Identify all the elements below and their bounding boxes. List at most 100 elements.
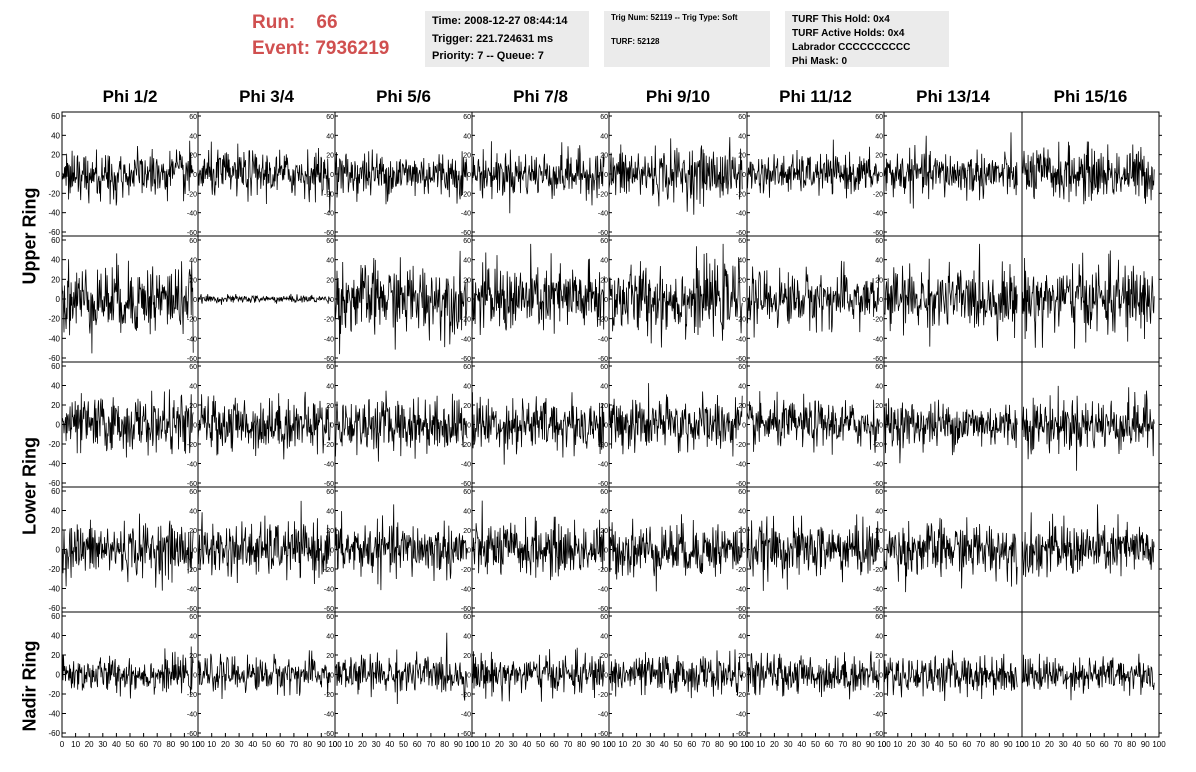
x-tick-label: 100: [877, 740, 891, 749]
y-tick-label: -40: [736, 462, 746, 469]
y-tick-label: 40: [463, 509, 471, 516]
y-tick-label: -60: [461, 606, 471, 613]
y-tick-label: 0: [879, 172, 883, 179]
waveform-trace: [1021, 250, 1155, 349]
waveform-trace: [61, 253, 194, 354]
y-tick-label: 20: [875, 153, 883, 160]
panel-frame: [471, 361, 610, 488]
y-tick-label: -60: [736, 356, 746, 363]
y-tick-label: 40: [600, 634, 608, 641]
y-tick-label: 40: [189, 634, 197, 641]
x-tick-label: 90: [866, 740, 875, 749]
waveform-trace: [746, 514, 880, 591]
y-tick-label: 20: [600, 653, 608, 660]
x-tick-label: 30: [1059, 740, 1068, 749]
y-tick-label: -40: [598, 336, 608, 343]
y-tick-label: 40: [738, 133, 746, 140]
y-tick-label: 20: [189, 653, 197, 660]
waveform-trace: [1021, 385, 1155, 471]
x-tick-label: 40: [112, 740, 121, 749]
y-tick-label: -40: [324, 336, 334, 343]
y-tick-label: 40: [189, 384, 197, 391]
x-tick-label: 20: [1045, 740, 1054, 749]
x-tick-label: 30: [509, 740, 518, 749]
y-tick-label: 20: [189, 277, 197, 284]
x-tick-label: 40: [522, 740, 531, 749]
y-tick-label: 60: [51, 112, 60, 121]
x-tick-label: 30: [784, 740, 793, 749]
y-tick-label: 60: [875, 114, 883, 121]
y-tick-label: -20: [461, 567, 471, 574]
y-tick-label: 60: [51, 487, 60, 496]
y-tick-label: 60: [189, 114, 197, 121]
y-tick-label: -20: [873, 692, 883, 699]
y-tick-label: -60: [461, 731, 471, 738]
x-tick-label: 0: [882, 740, 887, 749]
waveform-trace: [608, 137, 743, 215]
waveform-trace: [1021, 141, 1155, 205]
x-tick-label: 40: [248, 740, 257, 749]
y-tick-label: 20: [875, 653, 883, 660]
trigger-info-box: Trig Num: 52119 -- Trig Type: Soft TURF:…: [604, 11, 770, 67]
y-tick-label: 60: [738, 614, 746, 621]
x-tick-label: 30: [646, 740, 655, 749]
x-tick-label: 90: [180, 740, 189, 749]
x-tick-label: 100: [602, 740, 616, 749]
x-tick-label: 0: [333, 740, 338, 749]
y-tick-label: -40: [461, 211, 471, 218]
y-tick-label: 40: [600, 258, 608, 265]
waveform-trace: [608, 514, 743, 592]
y-tick-label: 0: [467, 172, 471, 179]
y-tick-label: -20: [736, 317, 746, 324]
y-tick-label: 0: [467, 297, 471, 304]
x-tick-label: 10: [481, 740, 490, 749]
labrador-line: Labrador CCCCCCCCCC: [792, 42, 911, 53]
x-tick-label: 60: [1100, 740, 1109, 749]
priority-line: Priority: 7 -- Queue: 7: [432, 50, 544, 62]
y-tick-label: 0: [879, 423, 883, 430]
y-tick-label: -20: [187, 317, 197, 324]
y-tick-label: -20: [324, 442, 334, 449]
column-header-phi-7-8: Phi 7/8: [513, 87, 568, 106]
x-tick-label: 70: [976, 740, 985, 749]
x-tick-label: 20: [221, 740, 230, 749]
x-tick-label: 70: [426, 740, 435, 749]
y-tick-label: -60: [873, 606, 883, 613]
y-tick-label: 60: [326, 614, 334, 621]
x-tick-label: 60: [276, 740, 285, 749]
x-tick-label: 100: [740, 740, 754, 749]
column-header-phi-3-4: Phi 3/4: [239, 87, 294, 106]
y-tick-label: -40: [598, 712, 608, 719]
y-tick-label: 40: [189, 509, 197, 516]
y-tick-label: -60: [324, 731, 334, 738]
y-tick-label: -40: [48, 460, 60, 469]
y-tick-label: 40: [326, 634, 334, 641]
y-tick-label: 40: [738, 509, 746, 516]
y-tick-label: 0: [604, 423, 608, 430]
y-tick-label: -40: [598, 211, 608, 218]
y-tick-label: 40: [600, 133, 608, 140]
x-tick-label: 100: [328, 740, 342, 749]
waveform-trace: [334, 632, 468, 705]
y-tick-label: 40: [326, 384, 334, 391]
y-tick-label: 20: [463, 528, 471, 535]
x-tick-label: 80: [303, 740, 312, 749]
y-tick-label: 0: [193, 172, 197, 179]
y-tick-label: 0: [56, 295, 61, 304]
y-tick-label: 60: [51, 236, 60, 245]
y-tick-label: -20: [598, 191, 608, 198]
x-tick-label: 70: [153, 740, 162, 749]
y-tick-label: -20: [187, 567, 197, 574]
y-tick-label: 0: [467, 673, 471, 680]
y-tick-label: -20: [48, 315, 60, 324]
x-tick-label: 30: [235, 740, 244, 749]
waveform-trace: [746, 651, 880, 700]
waveform-trace: [883, 650, 1018, 702]
x-tick-label: 80: [1127, 740, 1136, 749]
y-tick-label: -20: [461, 692, 471, 699]
y-tick-label: 40: [51, 256, 60, 265]
y-tick-label: 0: [604, 172, 608, 179]
column-header-phi-5-6: Phi 5/6: [376, 87, 431, 106]
y-tick-label: 0: [604, 297, 608, 304]
y-tick-label: 40: [326, 509, 334, 516]
